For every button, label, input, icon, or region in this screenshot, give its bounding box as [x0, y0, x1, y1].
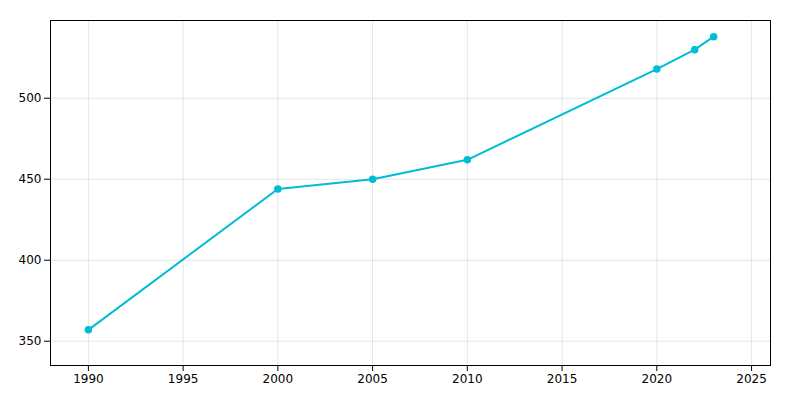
svg-text:1995: 1995	[168, 372, 199, 386]
svg-text:2010: 2010	[452, 372, 483, 386]
svg-text:1990: 1990	[73, 372, 104, 386]
svg-text:350: 350	[19, 334, 42, 348]
svg-text:2025: 2025	[736, 372, 767, 386]
svg-text:2015: 2015	[547, 372, 578, 386]
svg-text:2005: 2005	[357, 372, 388, 386]
svg-text:500: 500	[19, 91, 42, 105]
svg-text:450: 450	[19, 172, 42, 186]
svg-text:2000: 2000	[263, 372, 294, 386]
svg-text:2020: 2020	[642, 372, 673, 386]
svg-text:400: 400	[19, 253, 42, 267]
